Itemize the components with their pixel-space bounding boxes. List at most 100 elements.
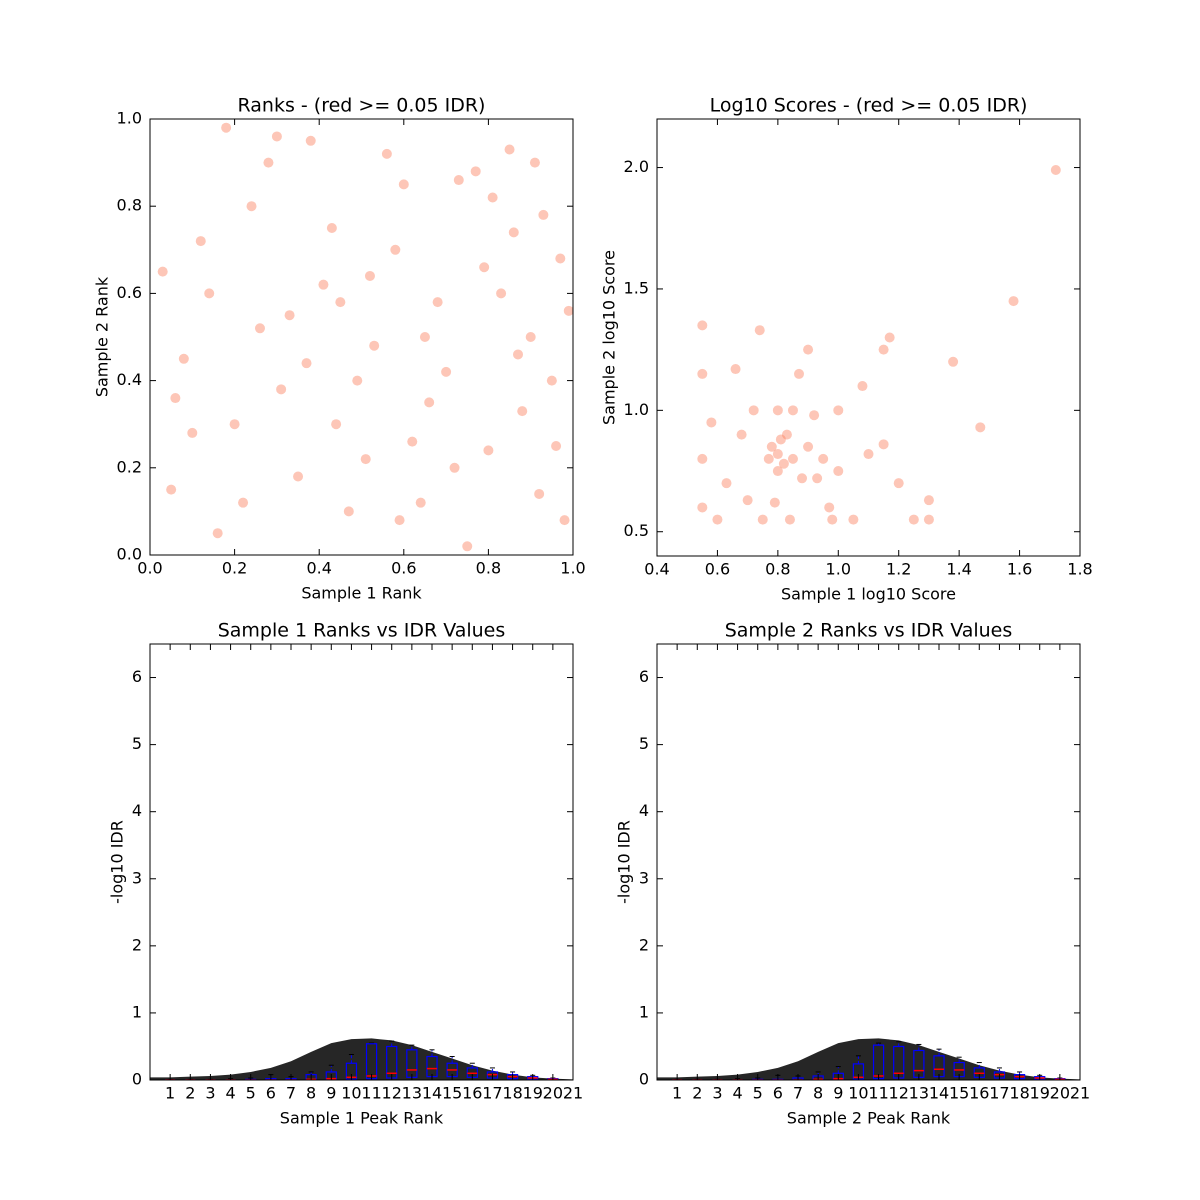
- point: [551, 441, 562, 451]
- x-tick-label: 1.8: [1067, 560, 1092, 579]
- point: [772, 449, 783, 460]
- point: [908, 514, 919, 525]
- point: [178, 353, 189, 364]
- y-tick-label: 0.6: [117, 283, 142, 302]
- x-axis-label: Sample 1 Peak Rank: [280, 1109, 444, 1128]
- point: [975, 422, 986, 433]
- x-tick-label: 5: [753, 1084, 763, 1103]
- point: [390, 244, 401, 255]
- point: [360, 454, 371, 465]
- y-axis-label: -log10 IDR: [108, 820, 127, 904]
- y-tick-label: 0.4: [117, 370, 142, 389]
- point: [863, 449, 874, 460]
- point: [462, 541, 473, 552]
- point: [529, 157, 540, 168]
- plot-area: [157, 122, 573, 552]
- x-tick-label: 14: [422, 1084, 442, 1103]
- point: [187, 427, 198, 438]
- point: [407, 436, 418, 447]
- point: [697, 320, 708, 331]
- x-tick-label: 0.8: [476, 559, 501, 578]
- point: [263, 157, 274, 168]
- y-tick-label: 6: [132, 667, 142, 686]
- point: [781, 429, 792, 440]
- subplot: 0.0 0.2 0.4 0.6 0.8 1.0 0.0 0.2 0.4 0.6 0.8 1.0 Rank…: [93, 95, 586, 603]
- chart-title: Sample 2 Ranks vs IDR Values: [725, 620, 1013, 642]
- point: [394, 515, 405, 526]
- x-tick-label: 15: [949, 1084, 969, 1103]
- x-tick-label: 18: [502, 1084, 522, 1103]
- x-tick-label: 0.4: [644, 560, 669, 579]
- x-tick-label: 19: [523, 1084, 543, 1103]
- chart-title: Log10 Scores - (red >= 0.05 IDR): [710, 95, 1028, 117]
- box: [832, 1072, 844, 1080]
- x-tick-label: 1.0: [826, 560, 851, 579]
- axes-frame: [149, 118, 574, 556]
- point: [381, 148, 392, 159]
- y-tick-label: 5: [132, 734, 142, 753]
- x-tick-label: 21: [1070, 1084, 1090, 1103]
- point: [923, 514, 934, 525]
- point: [893, 478, 904, 489]
- axes-frame: [656, 643, 1081, 1081]
- point: [736, 429, 747, 440]
- x-tick-label: 0.2: [222, 559, 247, 578]
- y-tick-label: 0.0: [117, 545, 142, 564]
- point: [517, 406, 528, 417]
- point: [293, 471, 304, 482]
- point: [318, 279, 329, 290]
- point: [221, 122, 232, 133]
- point: [923, 495, 934, 506]
- point: [229, 419, 240, 430]
- x-tick-label: 10: [341, 1084, 361, 1103]
- point: [748, 405, 759, 416]
- point: [778, 458, 789, 469]
- y-axis-label: Sample 2 Rank: [93, 276, 112, 397]
- point: [809, 410, 820, 421]
- x-tick-label: 5: [246, 1084, 256, 1103]
- x-tick-label: 11: [361, 1084, 381, 1103]
- x-tick-label: 7: [793, 1084, 803, 1103]
- x-tick-label: 1.4: [946, 560, 971, 579]
- y-tick-label: 1: [639, 1002, 649, 1021]
- y-tick-label: 4: [132, 801, 142, 820]
- point: [833, 405, 844, 416]
- point: [730, 364, 741, 375]
- point: [331, 419, 342, 430]
- x-tick-label: 9: [833, 1084, 843, 1103]
- point: [441, 366, 452, 377]
- y-tick-label: 2.0: [624, 157, 649, 176]
- x-tick-label: 3: [712, 1084, 722, 1103]
- x-tick-label: 1: [672, 1084, 682, 1103]
- point: [364, 270, 375, 281]
- point: [424, 397, 435, 408]
- y-tick-label: 0: [639, 1070, 649, 1089]
- point: [848, 514, 859, 525]
- y-tick-label: 0.8: [117, 196, 142, 215]
- x-axis-label: Sample 1 log10 Score: [781, 585, 956, 604]
- point: [769, 497, 780, 508]
- x-tick-label: 21: [563, 1084, 583, 1103]
- point: [525, 332, 536, 342]
- point: [803, 344, 814, 355]
- point: [157, 266, 168, 277]
- point: [326, 223, 337, 233]
- y-tick-label: 1: [132, 1002, 142, 1021]
- y-tick-label: 0: [132, 1070, 142, 1089]
- point: [271, 131, 282, 142]
- point: [948, 356, 959, 367]
- x-tick-label: 9: [326, 1084, 336, 1103]
- point: [772, 466, 783, 477]
- x-tick-label: 10: [848, 1084, 868, 1103]
- point: [803, 441, 814, 452]
- x-tick-label: 17: [989, 1084, 1009, 1103]
- point: [508, 227, 519, 238]
- x-tick-label: 12: [382, 1084, 402, 1103]
- point: [398, 179, 409, 190]
- point: [419, 332, 430, 342]
- x-tick-label: 2: [692, 1084, 702, 1103]
- x-tick-label: 1: [165, 1084, 175, 1103]
- point: [706, 417, 717, 428]
- x-tick-label: 0.0: [137, 559, 162, 578]
- point: [166, 484, 177, 495]
